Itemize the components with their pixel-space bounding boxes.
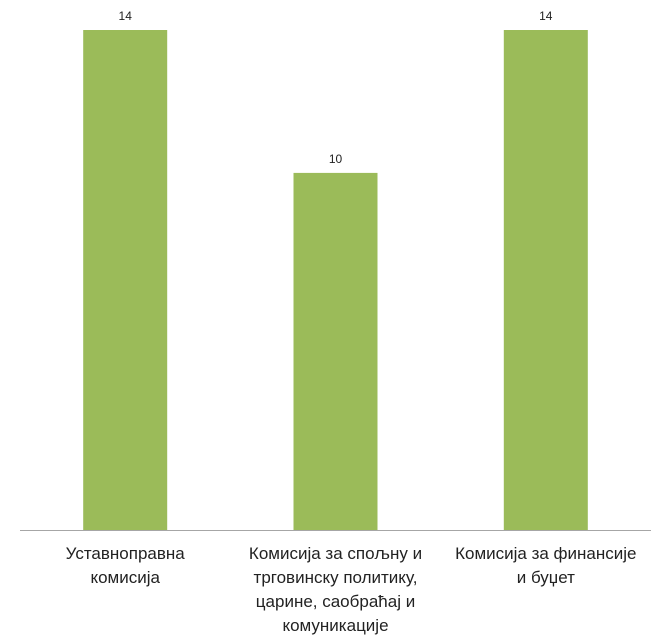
category-label-3: Комисија за финансије и буџет <box>455 544 636 587</box>
category-label-1: Уставноправна комисија <box>66 544 186 587</box>
bars-layer <box>83 30 588 530</box>
category-labels-layer: Уставноправна комисија Комисија за спољну … <box>66 544 637 635</box>
category-label-2: Комисија за спољну и трговинску политику,… <box>249 544 422 635</box>
bar-3 <box>503 30 588 530</box>
data-label-1: 14 <box>119 9 133 23</box>
data-labels-layer: 14 10 14 <box>119 9 553 166</box>
bar-2 <box>293 172 378 530</box>
data-label-2: 10 <box>329 152 343 166</box>
data-label-3: 14 <box>539 9 553 23</box>
bar-1 <box>83 30 168 530</box>
